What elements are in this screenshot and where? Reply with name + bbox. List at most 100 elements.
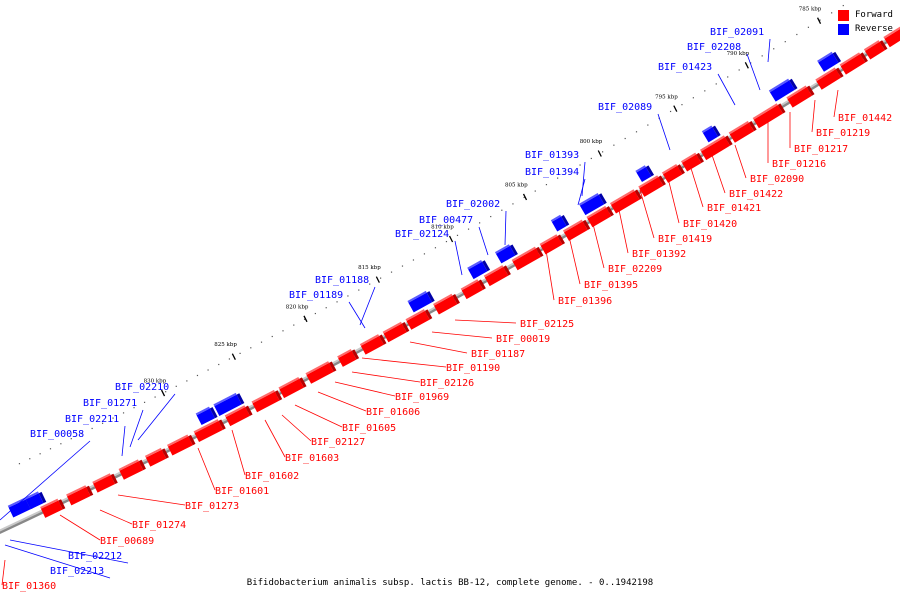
scale-dot — [122, 412, 125, 414]
forward-gene-label: BIF_01442 — [838, 113, 892, 124]
forward-gene — [839, 52, 868, 75]
reverse-leader — [0, 440, 91, 521]
forward-leader — [294, 404, 343, 428]
reverse-leader — [657, 113, 671, 151]
reverse-leader — [767, 38, 771, 63]
scale-dot — [445, 240, 448, 243]
forward-gene — [680, 152, 704, 172]
scale-tick-label: 805 kbp — [505, 183, 528, 189]
forward-gene — [359, 334, 387, 355]
reverse-leader — [746, 53, 761, 91]
forward-gene-label: BIF_01601 — [215, 486, 269, 497]
forward-gene — [433, 293, 460, 315]
scale-dot — [293, 324, 295, 326]
scale-tick — [231, 353, 236, 360]
reverse-gene — [24, 491, 47, 510]
scale-dot — [738, 69, 740, 71]
scale-dot — [390, 271, 393, 273]
scale-dot — [727, 76, 729, 78]
reverse-gene-label: BIF_02091 — [710, 27, 764, 38]
scale-tick — [448, 235, 454, 243]
scale-tick-label: 800 kbp — [580, 139, 603, 145]
reverse-gene-label: BIF_02213 — [50, 566, 104, 577]
forward-gene — [511, 246, 544, 271]
reverse-gene — [407, 290, 435, 313]
forward-gene-label: BIF_01190 — [446, 363, 500, 374]
reverse-gene — [494, 244, 518, 264]
reverse-leader — [454, 240, 463, 276]
scale-dot — [260, 341, 263, 343]
scale-tick — [816, 17, 822, 24]
reverse-leader — [478, 226, 489, 256]
scale-dot — [467, 228, 470, 230]
forward-leader — [667, 177, 680, 224]
scale-dot — [601, 151, 604, 153]
forward-leader — [689, 164, 704, 208]
scale-tick-label: 820 kbp — [286, 304, 309, 310]
forward-gene — [638, 175, 666, 197]
reverse-gene — [768, 78, 798, 102]
forward-leader — [711, 154, 726, 194]
scale-dot — [750, 62, 752, 64]
scale-dot — [379, 277, 382, 279]
forward-leader — [639, 189, 655, 239]
forward-gene-label: BIF_01360 — [2, 581, 56, 592]
scale-dot — [282, 330, 284, 332]
forward-gene-label: BIF_01603 — [285, 453, 339, 464]
scale-dot — [681, 104, 683, 106]
forward-gene-label: BIF_01421 — [707, 203, 761, 214]
forward-gene-label: BIF_00689 — [100, 536, 154, 547]
scale-dot — [579, 164, 581, 166]
scale-tick — [160, 389, 166, 397]
reverse-gene — [467, 259, 491, 280]
reverse-gene-label: BIF_01394 — [525, 167, 579, 178]
reverse-leader — [137, 393, 176, 441]
scale-tick — [597, 150, 602, 157]
forward-gene-label: BIF_01273 — [185, 501, 239, 512]
forward-leader — [361, 357, 447, 368]
scale-tick — [375, 276, 380, 283]
forward-gene-label: BIF_01602 — [245, 471, 299, 482]
forward-leader — [811, 99, 816, 133]
forward-leader — [117, 494, 186, 506]
forward-leader — [567, 231, 581, 285]
forward-leader — [1, 559, 6, 586]
scale-tick-label: 830 kbp — [144, 378, 167, 384]
forward-gene — [483, 265, 511, 287]
scale-dot — [143, 401, 146, 403]
forward-leader — [431, 331, 493, 339]
forward-swatch — [838, 9, 849, 21]
scale-dot — [101, 422, 104, 424]
backbone — [0, 30, 900, 532]
scale-dot — [669, 110, 672, 113]
scale-dot — [91, 427, 93, 430]
reverse-gene — [701, 125, 721, 143]
forward-gene — [224, 405, 253, 427]
reverse-gene-label: BIF_02210 — [115, 382, 169, 393]
scale-dot — [29, 458, 31, 460]
scale-dot — [325, 307, 327, 309]
reverse-gene — [578, 192, 607, 216]
scale-dot — [250, 347, 252, 349]
forward-gene-label: BIF_01392 — [632, 249, 686, 260]
reverse-leader — [717, 73, 736, 106]
forward-gene — [460, 279, 486, 300]
forward-gene — [786, 85, 815, 108]
forward-gene-label: BIF_01217 — [794, 144, 848, 155]
legend-reverse: Reverse — [838, 22, 893, 36]
scale-dot — [647, 124, 649, 126]
reverse-gene — [550, 214, 570, 232]
forward-leader — [59, 514, 101, 541]
scale-dot — [49, 448, 52, 450]
reverse-gene — [195, 406, 218, 426]
reverse-leader — [577, 178, 586, 206]
forward-gene — [40, 498, 66, 518]
forward-gene — [815, 67, 844, 90]
scale-dot — [568, 170, 570, 173]
reverse-leader — [504, 210, 507, 246]
scale-dot — [523, 196, 525, 199]
forward-gene — [278, 377, 307, 399]
scale-dot — [456, 234, 459, 236]
